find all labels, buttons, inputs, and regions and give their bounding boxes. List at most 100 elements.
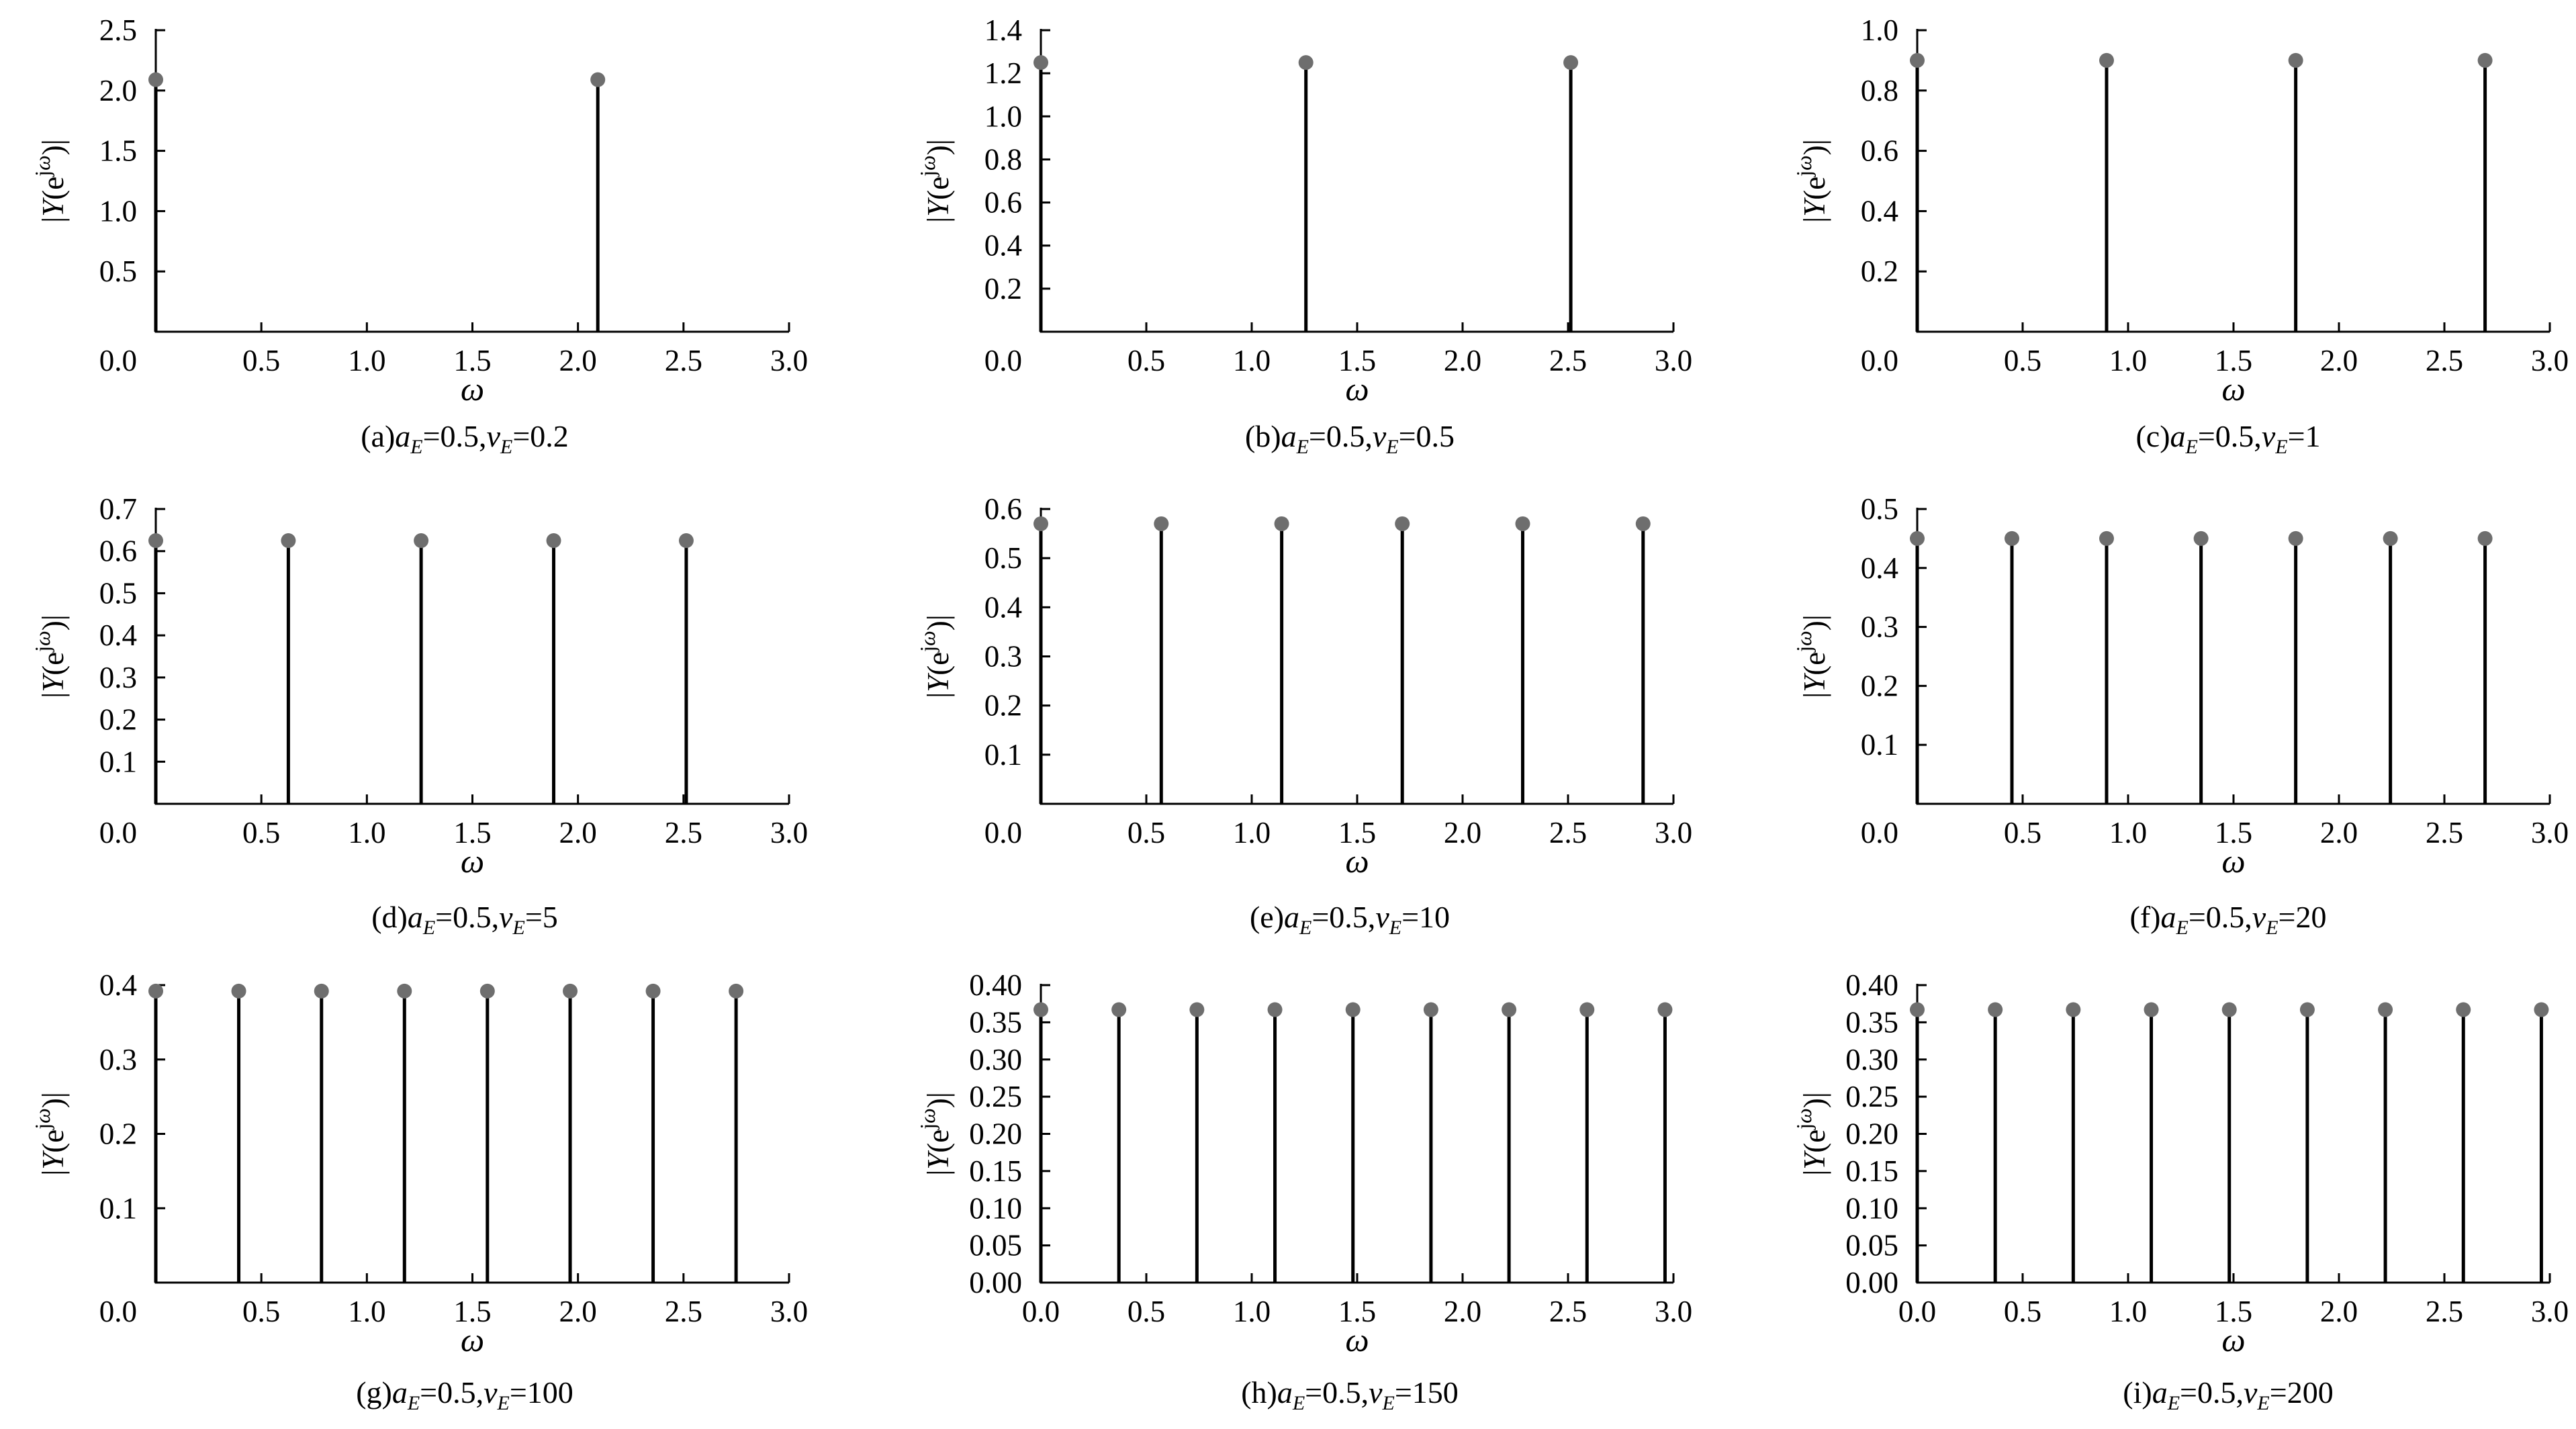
stem-marker bbox=[2066, 1002, 2081, 1017]
axis-lines bbox=[1916, 29, 2550, 333]
stem-marker bbox=[1154, 516, 1169, 531]
y-tick-label: 0.00 bbox=[969, 1266, 1022, 1299]
y-axis-label: |Y(ejω)| bbox=[915, 1092, 955, 1176]
stem-marker bbox=[414, 533, 429, 549]
stem-marker bbox=[148, 72, 163, 87]
y-tick-label: 1.0 bbox=[1861, 13, 1898, 47]
y-axis-label: |Y(ejω)| bbox=[1792, 1092, 1831, 1176]
y-axis-label: |Y(ejω)| bbox=[30, 614, 70, 698]
stem-marker bbox=[1111, 1002, 1127, 1017]
stem-marker bbox=[2288, 52, 2303, 68]
origin-label: 0.0 bbox=[99, 344, 137, 377]
x-axis-label: ω bbox=[461, 1321, 484, 1358]
stem-marker bbox=[2534, 1002, 2549, 1017]
x-tick-label: 2.5 bbox=[2426, 816, 2463, 849]
stem-marker bbox=[281, 533, 296, 549]
y-tick-label: 2.5 bbox=[99, 13, 137, 47]
x-tick-label: 3.0 bbox=[2531, 344, 2569, 377]
stem-marker bbox=[2144, 1002, 2159, 1017]
x-tick-label: 2.5 bbox=[665, 1295, 702, 1328]
stem-marker bbox=[729, 983, 744, 999]
stem-marker bbox=[1502, 1002, 1517, 1017]
y-tick-label: 0.5 bbox=[99, 576, 137, 610]
x-tick-label: 2.0 bbox=[559, 816, 597, 849]
x-tick-label: 0.5 bbox=[1128, 344, 1165, 377]
stem-marker bbox=[563, 983, 578, 999]
y-axis-label: |Y(ejω)| bbox=[30, 1092, 70, 1176]
panel-caption: (d)aE=0.5,vE=5 bbox=[371, 900, 558, 939]
x-tick-label: 1.0 bbox=[2109, 816, 2147, 849]
x-tick-label: 2.0 bbox=[559, 1295, 597, 1328]
y-tick-label: 0.3 bbox=[99, 661, 137, 694]
stem-marker bbox=[1988, 1002, 2003, 1017]
x-tick-label: 1.5 bbox=[2215, 1295, 2252, 1328]
chart-panel-e: 0.1 0.2 0.3 0.4 0.5 0.6 0.5 1.0 1.5 2.0 2.5 3.0 0.0 ω… bbox=[915, 492, 1692, 939]
y-tick-label: 0.00 bbox=[1845, 1266, 1898, 1299]
chart-panel-f: 0.1 0.2 0.3 0.4 0.5 0.5 1.0 1.5 2.0 2.5 3.0 0.0 ω |Y(… bbox=[1792, 492, 2569, 939]
x-axis-label: ω bbox=[2221, 1321, 2245, 1358]
x-tick-label: 2.5 bbox=[1549, 816, 1587, 849]
x-tick-label: 1.0 bbox=[348, 1295, 385, 1328]
x-tick-label: 1.5 bbox=[1338, 816, 1376, 849]
y-tick-label: 0.5 bbox=[1861, 492, 1898, 526]
y-tick-label: 0.4 bbox=[1861, 551, 1898, 585]
y-tick-label: 0.25 bbox=[1845, 1080, 1898, 1113]
x-tick-label: 2.0 bbox=[2320, 344, 2358, 377]
x-tick-label: 1.5 bbox=[453, 344, 491, 377]
y-tick-label: 0.3 bbox=[1861, 610, 1898, 644]
y-tick-label: 0.5 bbox=[99, 255, 137, 288]
x-tick-label: 2.5 bbox=[1549, 344, 1587, 377]
x-axis-label: ω bbox=[461, 842, 484, 880]
y-tick-label: 0.15 bbox=[969, 1154, 1022, 1188]
y-tick-label: 0.2 bbox=[984, 272, 1022, 306]
chart-panel-a: 0.5 1.0 1.5 2.0 2.5 0.5 1.0 1.5 2.0 2.5 3.0 0.0 ω |Y(… bbox=[30, 13, 808, 458]
stem-marker bbox=[1910, 1002, 1925, 1017]
x-tick-label: 2.5 bbox=[665, 344, 702, 377]
panel-caption: (e)aE=0.5,vE=10 bbox=[1250, 900, 1450, 939]
y-tick-label: 0.5 bbox=[984, 541, 1022, 575]
x-tick-label: 2.0 bbox=[559, 344, 597, 377]
stem-marker bbox=[1515, 516, 1530, 531]
x-tick-label: 2.5 bbox=[2426, 344, 2463, 377]
y-tick-label: 0.4 bbox=[984, 590, 1022, 624]
origin-label: 0.0 bbox=[1861, 816, 1898, 849]
stem-marker bbox=[2383, 531, 2398, 546]
x-tick-label: 3.0 bbox=[770, 1295, 808, 1328]
axis-lines bbox=[154, 508, 789, 805]
stem-marker bbox=[678, 533, 694, 549]
chart-panel-h: 0.00 0.05 0.100.150.20 0.25 0.30 0.350.40 0.0 0… bbox=[915, 968, 1692, 1414]
x-tick-label: 3.0 bbox=[2531, 816, 2569, 849]
chart-panel-i: 0.00 0.05 0.100.150.20 0.25 0.30 0.350.40 0.0 0… bbox=[1792, 968, 2569, 1414]
x-tick-label: 3.0 bbox=[1655, 344, 1692, 377]
stem-marker bbox=[1033, 55, 1048, 71]
y-tick-label: 0.8 bbox=[1861, 74, 1898, 107]
y-tick-label: 1.2 bbox=[984, 56, 1022, 90]
axis-lines bbox=[1040, 984, 1673, 1284]
stem-marker bbox=[1395, 516, 1410, 531]
panel-caption: (b)aE=0.5,vE=0.5 bbox=[1245, 419, 1455, 458]
x-axis-label: ω bbox=[1345, 1321, 1369, 1358]
x-tick-label: 1.0 bbox=[1233, 344, 1271, 377]
stem-marker bbox=[1910, 531, 1925, 546]
stem-marker bbox=[1274, 516, 1289, 531]
y-tick-label: 0.2 bbox=[99, 703, 137, 737]
x-tick-label: 3.0 bbox=[1655, 816, 1692, 849]
y-tick-label: 0.1 bbox=[984, 738, 1022, 772]
y-tick-label: 1.0 bbox=[99, 194, 137, 228]
y-tick-label: 0.1 bbox=[1861, 728, 1898, 762]
x-tick-label: 0.5 bbox=[242, 1295, 280, 1328]
y-tick-label: 0.3 bbox=[99, 1043, 137, 1076]
stem-marker bbox=[479, 983, 495, 999]
y-tick-label: 0.3 bbox=[984, 640, 1022, 674]
x-tick-label: 0.5 bbox=[1128, 1295, 1165, 1328]
x-tick-label: 1.5 bbox=[2215, 816, 2252, 849]
y-tick-label: 0.40 bbox=[1845, 968, 1898, 1002]
x-tick-label: 0.5 bbox=[242, 344, 280, 377]
x-tick-label: 2.0 bbox=[1444, 344, 1481, 377]
y-axis-label: |Y(ejω)| bbox=[1792, 614, 1831, 698]
y-tick-label: 0.30 bbox=[969, 1043, 1022, 1076]
x-tick-label: 1.0 bbox=[1233, 816, 1271, 849]
stem-marker bbox=[1033, 1002, 1048, 1017]
origin-label: 0.0 bbox=[984, 816, 1022, 849]
stem-marker bbox=[590, 72, 606, 87]
